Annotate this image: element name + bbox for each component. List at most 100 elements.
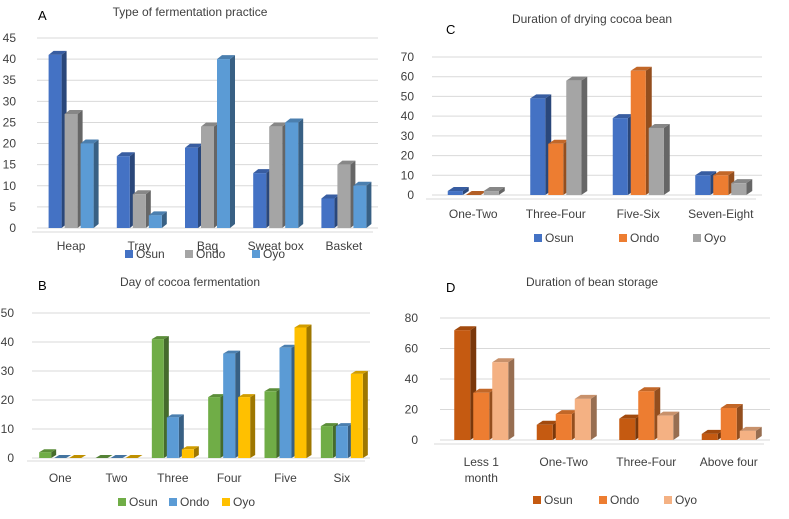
legend-swatch <box>619 234 627 242</box>
bar-oyo <box>238 394 256 458</box>
bar-oyo <box>731 179 753 195</box>
x-category-label: Three <box>157 471 189 485</box>
bar-osun <box>95 455 113 458</box>
bar-ondo <box>110 455 128 458</box>
bar-ondo <box>473 388 496 440</box>
x-category-label: One-Two <box>449 207 498 221</box>
x-category-label: Heap <box>57 239 86 253</box>
bar-osun <box>208 394 226 458</box>
x-category-label: Three-Four <box>616 455 676 469</box>
bar-ondo <box>269 122 288 228</box>
y-tick-label: 10 <box>3 179 17 193</box>
x-category-label: Seven-Eight <box>688 207 754 221</box>
x-category-label: One <box>49 471 72 485</box>
y-tick-label: 60 <box>405 342 419 356</box>
bar-ondo <box>630 66 652 195</box>
bar-oyo <box>80 139 99 228</box>
bar-ondo <box>465 191 487 195</box>
bar-oyo <box>217 55 235 228</box>
bar-osun <box>536 420 559 440</box>
x-category-label: Two <box>105 471 127 485</box>
legend-item: Ondo <box>185 247 226 261</box>
legend-swatch <box>125 250 133 258</box>
y-tick-label: 70 <box>401 50 415 64</box>
chart-title: Duration of bean storage <box>526 275 658 289</box>
bar-ondo <box>638 387 661 440</box>
legend-label: Osun <box>544 493 573 507</box>
y-tick-label: 15 <box>3 158 17 172</box>
y-tick-label: 40 <box>401 109 415 123</box>
legend-label: Ondo <box>180 495 210 509</box>
chart-title: Type of fermentation practice <box>113 5 268 19</box>
legend-item: Osun <box>534 231 574 245</box>
bar-oyo <box>648 123 670 195</box>
bar-oyo <box>353 181 372 228</box>
chart-panel-c: C Duration of drying cocoa bean 0 10 20 30 40 5… <box>401 12 762 245</box>
bar-osun <box>701 429 724 440</box>
y-tick-label: 20 <box>401 149 415 163</box>
legend-item: Osun <box>533 493 573 507</box>
legend-swatch <box>533 496 541 504</box>
bar-ondo <box>335 423 353 458</box>
y-tick-label: 30 <box>401 129 415 143</box>
y-tick-label: 10 <box>1 422 15 436</box>
bar-ondo <box>54 455 72 458</box>
legend-swatch <box>118 498 126 506</box>
legend-item: Oyo <box>222 495 255 509</box>
chart-panel-d: D Duration of bean storage 0 20 40 60 80 Less 1… <box>405 275 770 507</box>
panel-letter: A <box>38 8 47 23</box>
y-tick-label: 60 <box>401 70 415 84</box>
x-category-label: Five <box>274 471 297 485</box>
y-tick-label: 80 <box>405 311 419 325</box>
legend-item: Osun <box>125 247 165 261</box>
bar-oyo <box>148 211 167 228</box>
bar-osun <box>253 169 272 228</box>
bar-ondo <box>279 344 297 458</box>
bar-ondo <box>64 110 83 228</box>
panel-letter: D <box>446 280 455 295</box>
x-category-label: Five-Six <box>617 207 660 221</box>
bar-osun <box>151 336 169 458</box>
y-tick-label: 20 <box>1 393 15 407</box>
chart-panel-b: B Day of cocoa fermentation 0 10 20 30 40 50 One… <box>1 275 370 509</box>
bar-oyo <box>294 324 312 458</box>
legend-item: Ondo <box>169 495 210 509</box>
y-tick-label: 40 <box>3 52 17 66</box>
bar-oyo <box>566 76 588 195</box>
bar-ondo <box>337 160 356 228</box>
legend-label: Ondo <box>610 493 640 507</box>
y-tick-label: 50 <box>1 306 15 320</box>
y-tick-label: 30 <box>1 364 15 378</box>
y-tick-label: 25 <box>3 115 17 129</box>
bar-osun <box>619 414 642 440</box>
bar-osun <box>612 114 634 195</box>
bar-oyo <box>657 411 680 440</box>
bar-ondo <box>201 122 219 228</box>
x-category-label: Above four <box>700 455 758 469</box>
bar-oyo <box>69 455 87 458</box>
legend-label: Osun <box>545 231 574 245</box>
bar-oyo <box>574 394 597 440</box>
legend-swatch <box>222 498 230 506</box>
x-category-label: Six <box>333 471 350 485</box>
bar-oyo <box>492 358 515 440</box>
bar-ondo <box>720 403 743 440</box>
x-category-label: Bag <box>197 239 218 253</box>
legend-label: Osun <box>129 495 158 509</box>
x-category-label: Basket <box>326 239 363 253</box>
legend-swatch <box>169 498 177 506</box>
y-tick-label: 0 <box>7 451 14 465</box>
bar-oyo <box>350 370 368 458</box>
legend-swatch <box>252 250 260 258</box>
bar-oyo <box>125 455 143 458</box>
legend-swatch <box>664 496 672 504</box>
legend-swatch <box>534 234 542 242</box>
y-tick-label: 50 <box>401 89 415 103</box>
chart-title: Duration of drying cocoa bean <box>512 12 672 26</box>
bar-oyo <box>483 187 505 195</box>
y-tick-label: 0 <box>9 221 16 235</box>
y-tick-label: 5 <box>9 200 16 214</box>
panel-letter: B <box>38 278 47 293</box>
bar-ondo <box>132 190 151 228</box>
